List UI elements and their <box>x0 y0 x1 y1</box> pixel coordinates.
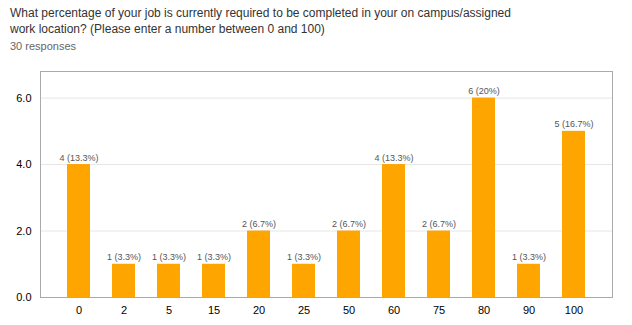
svg-text:2 (6.7%): 2 (6.7%) <box>332 220 366 230</box>
svg-text:6 (20%): 6 (20%) <box>468 87 500 97</box>
svg-text:25: 25 <box>298 305 310 317</box>
svg-text:4 (13.3%): 4 (13.3%) <box>374 153 413 163</box>
svg-text:2.0: 2.0 <box>16 225 31 237</box>
svg-text:1 (3.3%): 1 (3.3%) <box>152 253 186 263</box>
svg-text:80: 80 <box>478 305 490 317</box>
svg-text:5: 5 <box>166 305 172 317</box>
html-text:30 responses: 30 responses <box>10 40 76 53</box>
svg-text:0: 0 <box>76 305 82 317</box>
svg-text:20: 20 <box>253 305 265 317</box>
html-text:What percentage of your job is: What percentage of your job is currently… <box>10 6 511 36</box>
svg-text:50: 50 <box>343 305 355 317</box>
svg-text:2 (6.7%): 2 (6.7%) <box>242 220 276 230</box>
svg-text:15: 15 <box>208 305 220 317</box>
svg-text:90: 90 <box>523 305 535 317</box>
svg-text:60: 60 <box>388 305 400 317</box>
svg-text:0.0: 0.0 <box>16 292 31 304</box>
svg-text:2 (6.7%): 2 (6.7%) <box>422 220 456 230</box>
svg-text:1 (3.3%): 1 (3.3%) <box>512 253 546 263</box>
svg-text:5 (16.7%): 5 (16.7%) <box>554 120 593 130</box>
svg-text:1 (3.3%): 1 (3.3%) <box>287 253 321 263</box>
svg-text:4 (13.3%): 4 (13.3%) <box>59 153 98 163</box>
svg-text:2: 2 <box>121 305 127 317</box>
svg-text:6.0: 6.0 <box>16 92 31 104</box>
svg-text:75: 75 <box>433 305 445 317</box>
svg-text:4.0: 4.0 <box>16 159 31 171</box>
svg-text:1 (3.3%): 1 (3.3%) <box>107 253 141 263</box>
svg-text:100: 100 <box>565 305 583 317</box>
svg-text:1 (3.3%): 1 (3.3%) <box>197 253 231 263</box>
